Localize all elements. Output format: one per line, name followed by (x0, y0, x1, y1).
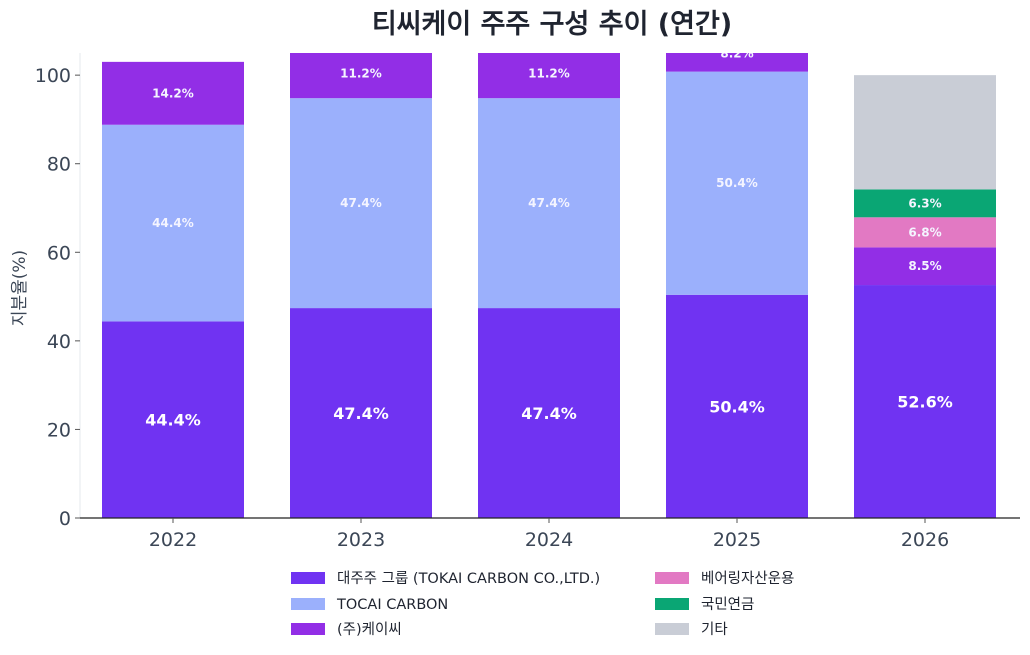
bar-segment (290, 53, 432, 99)
x-tick-label: 2024 (525, 529, 573, 551)
x-tick-label: 2025 (713, 529, 761, 551)
data-label: 52.6% (897, 393, 953, 412)
legend-label: 베어링자산운용 (701, 570, 794, 587)
legend-swatch (291, 572, 325, 584)
bar-segment (290, 308, 432, 518)
y-tick-label: 0 (59, 508, 71, 530)
data-label: 44.4% (152, 216, 194, 230)
data-label: 50.4% (709, 397, 765, 416)
legend-swatch (291, 623, 325, 635)
bar-segment (478, 53, 620, 99)
bars-group: 44.4% 44.4% 14.2% 47.4% 47.4% 11.2% 47.4% 47.4%… (102, 46, 996, 518)
data-label: 11.2% (340, 66, 382, 80)
legend-label: 기타 (701, 621, 728, 638)
legend-swatch (291, 598, 325, 610)
bar-segment (854, 217, 996, 248)
legend-label: 국민연금 (701, 596, 754, 613)
data-label: 6.8% (908, 225, 941, 239)
data-label: 47.4% (340, 196, 382, 210)
bar-segment (854, 189, 996, 218)
legend-swatch (655, 572, 689, 584)
bar-segment (102, 61, 244, 125)
bar-segment (854, 285, 996, 518)
legend: 대주주 그룹 (TOKAI CARBON CO.,LTD.) TOCAI CARB… (291, 570, 794, 638)
y-tick-label: 40 (47, 331, 71, 353)
data-label: 47.4% (521, 404, 577, 423)
legend-label: 대주주 그룹 (TOKAI CARBON CO.,LTD.) (337, 570, 600, 587)
data-label: 11.2% (528, 66, 570, 80)
y-tick-label: 20 (47, 419, 71, 441)
bar-segment (290, 98, 432, 309)
bar-segment (102, 124, 244, 322)
x-tick-label: 2022 (149, 529, 197, 551)
legend-label: TOCAI CARBON (336, 597, 448, 613)
y-tick-label: 100 (35, 65, 71, 87)
data-label: 44.4% (145, 411, 201, 430)
y-axis-title: 지분율(%) (10, 250, 30, 326)
bar-segment (854, 247, 996, 286)
x-tick-label: 2026 (901, 529, 949, 551)
bar-segment (478, 98, 620, 309)
legend-swatch (655, 623, 689, 635)
legend-swatch (655, 598, 689, 610)
bar-segment (666, 294, 808, 518)
bar-segment (666, 71, 808, 295)
data-label: 14.2% (152, 86, 194, 100)
bar-segment (478, 308, 620, 518)
data-label: 47.4% (528, 196, 570, 210)
data-label: 50.4% (716, 176, 758, 190)
data-label: 8.2% (720, 46, 753, 60)
bar-segment (102, 321, 244, 518)
data-label: 6.3% (908, 196, 941, 210)
y-tick-label: 80 (47, 154, 71, 176)
bar-segment (854, 75, 996, 190)
data-label: 47.4% (333, 404, 389, 423)
chart-title: 티씨케이 주주 구성 추이 (연간) (372, 9, 732, 40)
plot-area: 44.4% 44.4% 14.2% 47.4% 47.4% 11.2% 47.4% 47.4%… (35, 46, 1020, 551)
bar-segment (666, 53, 808, 72)
legend-label: (주)케이씨 (337, 621, 402, 638)
x-tick-label: 2023 (337, 529, 385, 551)
y-tick-label: 60 (47, 242, 71, 264)
data-label: 8.5% (908, 259, 941, 273)
